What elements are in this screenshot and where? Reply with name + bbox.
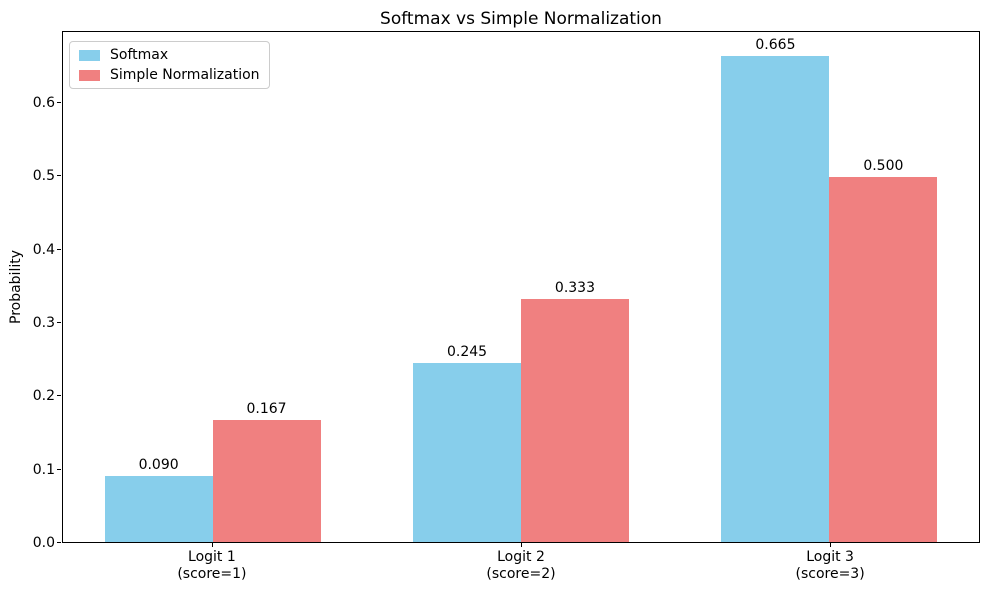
- bar-value-label-simple-normalization-2: 0.333: [554, 279, 596, 296]
- bar-softmax-logit-3: [721, 56, 830, 542]
- bar-value-label-softmax-2: 0.245: [446, 344, 488, 360]
- legend: Softmax Simple Normalization: [69, 41, 270, 89]
- chart-title: Softmax vs Simple Normalization: [380, 9, 662, 29]
- bar-simple-normalization-logit-1: [212, 419, 321, 542]
- y-tick-mark: [57, 395, 61, 396]
- bars-layer: 0.090 0.245 0.665 0.167 0.333 0.500: [63, 32, 979, 542]
- y-tick-mark: [57, 102, 61, 103]
- y-tick-mark: [57, 175, 61, 176]
- bar-softmax-logit-1: [104, 476, 213, 542]
- legend-item-simple-normalization: Simple Normalization: [79, 67, 260, 83]
- bar-softmax-logit-2: [413, 363, 521, 542]
- x-tick-label-logit-3: Logit 3 (score=3): [795, 549, 865, 582]
- legend-swatch-softmax-icon: [79, 49, 100, 61]
- x-tick-label-logit-2: Logit 2 (score=2): [486, 549, 556, 582]
- bar-value-label-softmax-3: 0.665: [755, 37, 796, 54]
- x-tick-label-logit-1: Logit 1 (score=1): [177, 549, 247, 582]
- bar-simple-normalization-logit-2: [521, 298, 629, 542]
- y-tick-label-0-2: 0.2: [32, 388, 55, 405]
- x-tick-mark: [830, 543, 831, 547]
- y-tick-label-0-5: 0.5: [32, 168, 55, 185]
- y-tick-label-0-6: 0.6: [32, 94, 55, 111]
- plot-area: 0.090 0.245 0.665 0.167 0.333 0.500 Softmax S…: [62, 31, 980, 543]
- y-tick-label-0-0: 0.0: [32, 535, 55, 551]
- legend-swatch-simple-normalization-icon: [79, 69, 100, 81]
- legend-label-simple-normalization: Simple Normalization: [110, 67, 260, 83]
- y-tick-label-0-1: 0.1: [32, 461, 55, 478]
- bar-value-label-simple-normalization-3: 0.500: [863, 157, 904, 174]
- y-tick-mark: [57, 469, 61, 470]
- y-tick-mark: [57, 322, 61, 323]
- x-tick-mark: [521, 543, 522, 547]
- legend-label-softmax: Softmax: [110, 47, 169, 63]
- legend-item-softmax: Softmax: [79, 47, 260, 63]
- x-tick-mark: [212, 543, 213, 547]
- y-tick-label-0-4: 0.4: [32, 241, 55, 258]
- y-tick-mark: [57, 249, 61, 250]
- y-tick-label-0-3: 0.3: [32, 314, 55, 331]
- y-axis-label: Probability: [8, 249, 24, 325]
- bar-simple-normalization-logit-3: [829, 176, 938, 542]
- bar-value-label-simple-normalization-1: 0.167: [246, 400, 287, 417]
- bar-value-label-softmax-1: 0.090: [138, 457, 179, 474]
- y-tick-mark: [57, 542, 61, 543]
